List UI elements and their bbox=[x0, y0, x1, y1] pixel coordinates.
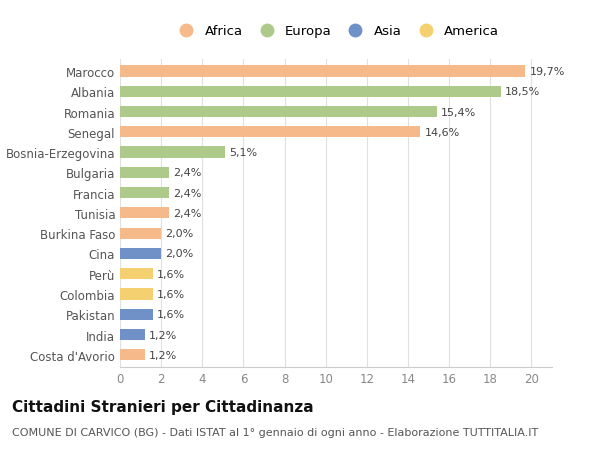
Legend: Africa, Europa, Asia, America: Africa, Europa, Asia, America bbox=[167, 20, 505, 44]
Text: 14,6%: 14,6% bbox=[424, 128, 460, 138]
Bar bbox=[120, 228, 161, 239]
Text: 15,4%: 15,4% bbox=[441, 107, 476, 117]
Bar bbox=[120, 309, 153, 320]
Bar bbox=[120, 208, 169, 219]
Text: Cittadini Stranieri per Cittadinanza: Cittadini Stranieri per Cittadinanza bbox=[12, 399, 314, 414]
Text: 18,5%: 18,5% bbox=[505, 87, 540, 97]
Text: 5,1%: 5,1% bbox=[229, 148, 257, 158]
Text: 2,0%: 2,0% bbox=[165, 249, 194, 259]
Bar bbox=[120, 66, 525, 78]
Text: 2,0%: 2,0% bbox=[165, 229, 194, 239]
Bar bbox=[120, 168, 169, 179]
Bar bbox=[120, 289, 153, 300]
Bar bbox=[120, 86, 500, 98]
Text: 1,6%: 1,6% bbox=[157, 310, 185, 319]
Text: 1,6%: 1,6% bbox=[157, 289, 185, 299]
Text: 19,7%: 19,7% bbox=[529, 67, 565, 77]
Bar bbox=[120, 329, 145, 341]
Bar bbox=[120, 349, 145, 361]
Bar bbox=[120, 248, 161, 259]
Text: 1,2%: 1,2% bbox=[149, 330, 177, 340]
Text: 2,4%: 2,4% bbox=[173, 208, 202, 218]
Bar bbox=[120, 106, 437, 118]
Text: 2,4%: 2,4% bbox=[173, 188, 202, 198]
Text: 1,2%: 1,2% bbox=[149, 350, 177, 360]
Text: COMUNE DI CARVICO (BG) - Dati ISTAT al 1° gennaio di ogni anno - Elaborazione TU: COMUNE DI CARVICO (BG) - Dati ISTAT al 1… bbox=[12, 427, 538, 437]
Bar bbox=[120, 147, 225, 158]
Bar bbox=[120, 127, 421, 138]
Text: 2,4%: 2,4% bbox=[173, 168, 202, 178]
Bar bbox=[120, 269, 153, 280]
Bar bbox=[120, 188, 169, 199]
Text: 1,6%: 1,6% bbox=[157, 269, 185, 279]
